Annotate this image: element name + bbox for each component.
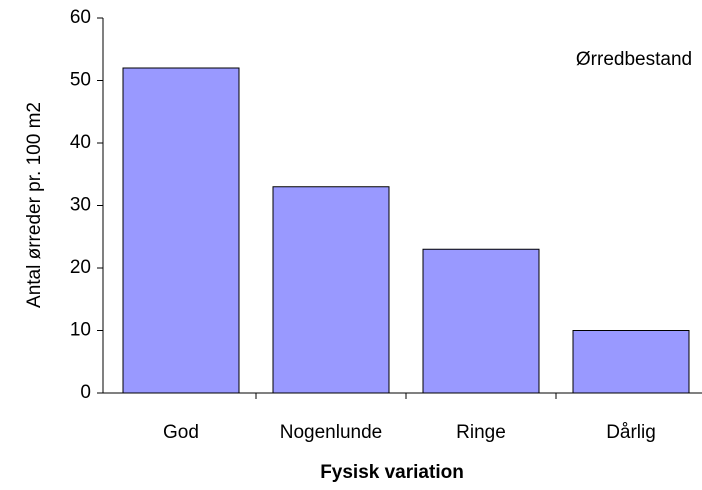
- x-tick-label: Dårlig: [606, 422, 656, 443]
- bar: [272, 186, 390, 394]
- x-tick-label: God: [163, 422, 199, 443]
- x-axis-title: Fysisk variation: [320, 462, 464, 483]
- y-tick-label: 30: [70, 195, 91, 216]
- y-tick-label: 10: [70, 320, 91, 341]
- x-tick-label: Nogenlunde: [280, 422, 382, 443]
- y-tick-label: 0: [80, 382, 91, 403]
- bar: [572, 330, 690, 394]
- x-tick-label: Ringe: [456, 422, 506, 443]
- bar: [422, 248, 540, 394]
- y-tick-label: 60: [70, 7, 91, 28]
- y-axis-title: Antal ørreder pr. 100 m2: [24, 102, 45, 308]
- y-tick-label: 40: [70, 132, 91, 153]
- y-tick-label: 50: [70, 70, 91, 91]
- annotation: Ørredbestand: [576, 49, 692, 70]
- bar: [122, 67, 240, 394]
- y-tick-label: 20: [70, 257, 91, 278]
